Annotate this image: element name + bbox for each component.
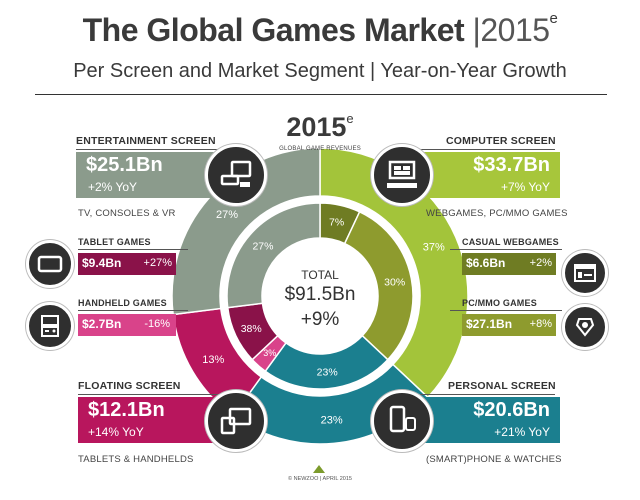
pcmmo-label: PC/MMO GAMES bbox=[462, 298, 537, 308]
computer-yoy: +7% YoY bbox=[500, 180, 550, 194]
computer-caption: WEBGAMES, PC/MMO GAMES bbox=[426, 208, 568, 219]
pcmmo-yoy: +8% bbox=[529, 318, 552, 330]
casual-underline bbox=[450, 249, 562, 250]
handheld-box: $2.7Bn -16% bbox=[78, 314, 176, 336]
personal-amount: $20.6Bn bbox=[473, 399, 550, 421]
tablet-handheld-icon bbox=[205, 390, 267, 452]
personal-caption: (SMART)PHONE & WATCHES bbox=[426, 454, 562, 465]
personal-box: $20.6Bn +21% YoY bbox=[420, 397, 560, 443]
casual-box: $6.6Bn +2% bbox=[462, 253, 556, 275]
tablet-label: TABLET GAMES bbox=[78, 237, 151, 247]
entertainment-label: ENTERTAINMENT SCREEN bbox=[76, 135, 216, 147]
tablet-box: $9.4Bn +27% bbox=[78, 253, 176, 275]
inner-pct-label-2: 23% bbox=[317, 366, 338, 378]
entertainment-amount: $25.1Bn bbox=[86, 154, 163, 176]
floating-caption: TABLETS & HANDHELDS bbox=[78, 454, 194, 465]
outer-pct-label-1: 23% bbox=[321, 414, 343, 426]
outer-pct-label-2: 13% bbox=[202, 354, 224, 366]
casual-amount: $6.6Bn bbox=[466, 256, 506, 270]
personal-underline bbox=[395, 394, 555, 395]
center-year: 2015e bbox=[286, 111, 354, 142]
total-growth: +9% bbox=[300, 309, 340, 330]
computer-label: COMPUTER SCREEN bbox=[446, 135, 556, 147]
pcmmo-underline bbox=[450, 310, 562, 311]
floating-underline bbox=[78, 394, 248, 395]
entertainment-yoy: +2% YoY bbox=[88, 180, 138, 194]
handheld-underline bbox=[78, 310, 188, 311]
inner-slice-5 bbox=[226, 202, 321, 309]
inner-pct-label-1: 30% bbox=[384, 276, 405, 288]
outer-slice-3 bbox=[171, 147, 321, 316]
floating-amount: $12.1Bn bbox=[88, 399, 165, 421]
floating-label: FLOATING SCREEN bbox=[78, 380, 181, 392]
computer-amount: $33.7Bn bbox=[473, 154, 550, 176]
inner-pct-label-3: 3% bbox=[263, 348, 276, 358]
casual-yoy: +2% bbox=[529, 257, 552, 269]
entertainment-box: $25.1Bn +2% YoY bbox=[76, 152, 222, 198]
pcmmo-amount: $27.1Bn bbox=[466, 317, 513, 331]
pcmmo-box: $27.1Bn +8% bbox=[462, 314, 556, 336]
browser-game-icon bbox=[562, 250, 608, 296]
floating-yoy: +14% YoY bbox=[88, 425, 144, 439]
floating-box: $12.1Bn +14% YoY bbox=[78, 397, 222, 443]
mmo-game-icon bbox=[562, 304, 608, 350]
newzoo-logo-icon bbox=[313, 465, 325, 473]
computer-icon bbox=[371, 144, 433, 206]
entertainment-caption: TV, CONSOLES & VR bbox=[78, 208, 176, 219]
total-amount: $91.5Bn bbox=[284, 284, 356, 305]
outer-pct-label-0: 37% bbox=[423, 242, 445, 254]
inner-pct-label-4: 38% bbox=[241, 323, 262, 335]
page-title: The Global Games Market |2015e bbox=[82, 10, 558, 48]
console-tv-icon bbox=[205, 144, 267, 206]
title-divider bbox=[35, 94, 607, 95]
personal-label: PERSONAL SCREEN bbox=[448, 380, 556, 392]
outer-pct-label-3: 27% bbox=[216, 209, 238, 221]
footer-credit: © NEWZOO | APRIL 2015 bbox=[288, 476, 352, 482]
computer-box: $33.7Bn +7% YoY bbox=[420, 152, 560, 198]
handheld-yoy: -16% bbox=[144, 318, 170, 330]
casual-label: CASUAL WEBGAMES bbox=[462, 237, 559, 247]
handheld-amount: $2.7Bn bbox=[82, 317, 122, 331]
tablet-underline bbox=[78, 249, 188, 250]
tablet-amount: $9.4Bn bbox=[82, 256, 122, 270]
tablet-icon bbox=[26, 240, 74, 288]
entertainment-underline bbox=[76, 149, 246, 150]
inner-pct-label-5: 27% bbox=[252, 240, 273, 252]
page-subtitle: Per Screen and Market Segment | Year-on-… bbox=[73, 60, 567, 82]
phone-watch-icon bbox=[371, 390, 433, 452]
total-label: TOTAL bbox=[301, 268, 339, 282]
center-year-subtitle: GLOBAL GAME REVENUES bbox=[279, 146, 361, 152]
tablet-yoy: +27% bbox=[143, 257, 172, 269]
inner-pct-label-0: 7% bbox=[329, 217, 344, 229]
personal-yoy: +21% YoY bbox=[494, 425, 550, 439]
handheld-label: HANDHELD GAMES bbox=[78, 298, 167, 308]
handheld-console-icon bbox=[26, 302, 74, 350]
computer-underline bbox=[395, 149, 555, 150]
